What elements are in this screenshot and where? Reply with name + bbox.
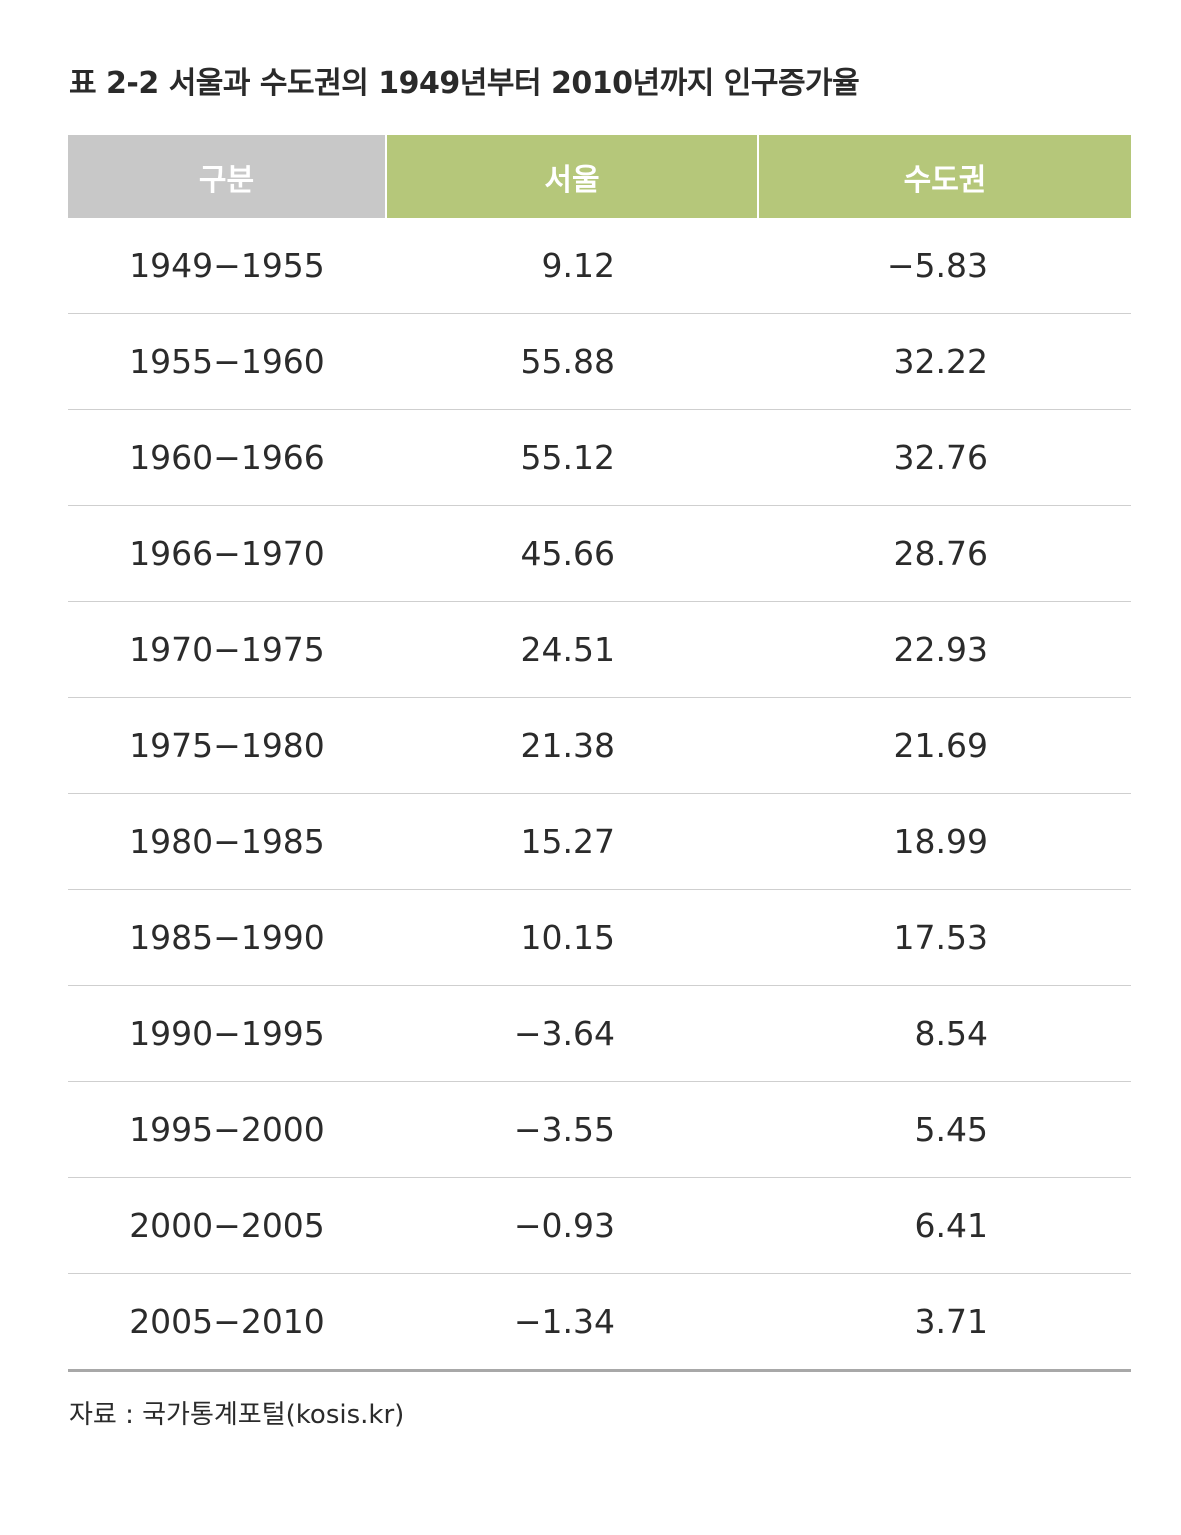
period-cell: 1985−1990 [68, 889, 386, 986]
metro-cell: 28.76 [758, 505, 1131, 602]
table-row: 1966−1970 45.66 28.76 [68, 505, 1131, 602]
table-row: 2005−2010 −1.34 3.71 [68, 1273, 1131, 1372]
metro-cell: 6.41 [758, 1177, 1131, 1274]
header-category: 구분 [68, 135, 386, 218]
population-growth-table: 구분 서울 수도권 1949−1955 9.12 −5.83 1955−1960… [68, 135, 1131, 1372]
table-row: 1995−2000 −3.55 5.45 [68, 1081, 1131, 1178]
seoul-cell: −3.64 [386, 985, 758, 1082]
metro-cell: 17.53 [758, 889, 1131, 986]
table-row: 1980−1985 15.27 18.99 [68, 793, 1131, 890]
period-cell: 1970−1975 [68, 601, 386, 698]
period-cell: 1980−1985 [68, 793, 386, 890]
seoul-cell: 55.12 [386, 409, 758, 506]
period-cell: 1949−1955 [68, 218, 386, 314]
seoul-cell: −3.55 [386, 1081, 758, 1178]
metro-cell: 3.71 [758, 1273, 1131, 1372]
seoul-cell: −1.34 [386, 1273, 758, 1372]
seoul-cell: 45.66 [386, 505, 758, 602]
period-cell: 1995−2000 [68, 1081, 386, 1178]
table-row: 1990−1995 −3.64 8.54 [68, 985, 1131, 1082]
metro-cell: −5.83 [758, 218, 1131, 314]
table-row: 1985−1990 10.15 17.53 [68, 889, 1131, 986]
metro-cell: 32.76 [758, 409, 1131, 506]
table-row: 2000−2005 −0.93 6.41 [68, 1177, 1131, 1274]
table-title: 표 2-2 서울과 수도권의 1949년부터 2010년까지 인구증가율 [69, 66, 860, 101]
period-cell: 1975−1980 [68, 697, 386, 794]
period-cell: 1955−1960 [68, 313, 386, 410]
seoul-cell: −0.93 [386, 1177, 758, 1274]
seoul-cell: 55.88 [386, 313, 758, 410]
metro-cell: 22.93 [758, 601, 1131, 698]
seoul-cell: 10.15 [386, 889, 758, 986]
metro-cell: 18.99 [758, 793, 1131, 890]
metro-cell: 32.22 [758, 313, 1131, 410]
seoul-cell: 21.38 [386, 697, 758, 794]
header-row: 구분 서울 수도권 [68, 135, 1131, 218]
table-row: 1970−1975 24.51 22.93 [68, 601, 1131, 698]
period-cell: 1966−1970 [68, 505, 386, 602]
table-row: 1960−1966 55.12 32.76 [68, 409, 1131, 506]
metro-cell: 21.69 [758, 697, 1131, 794]
period-cell: 1990−1995 [68, 985, 386, 1082]
table-row: 1955−1960 55.88 32.22 [68, 313, 1131, 410]
seoul-cell: 15.27 [386, 793, 758, 890]
header-seoul: 서울 [385, 135, 758, 218]
period-cell: 2005−2010 [68, 1273, 386, 1372]
seoul-cell: 24.51 [386, 601, 758, 698]
period-cell: 2000−2005 [68, 1177, 386, 1274]
metro-cell: 8.54 [758, 985, 1131, 1082]
seoul-cell: 9.12 [386, 218, 758, 314]
metro-cell: 5.45 [758, 1081, 1131, 1178]
table-row: 1975−1980 21.38 21.69 [68, 697, 1131, 794]
period-cell: 1960−1966 [68, 409, 386, 506]
header-metro: 수도권 [757, 135, 1131, 218]
table-row: 1949−1955 9.12 −5.83 [68, 218, 1131, 314]
source-note: 자료 : 국가통계포털(kosis.kr) [69, 1400, 405, 1430]
